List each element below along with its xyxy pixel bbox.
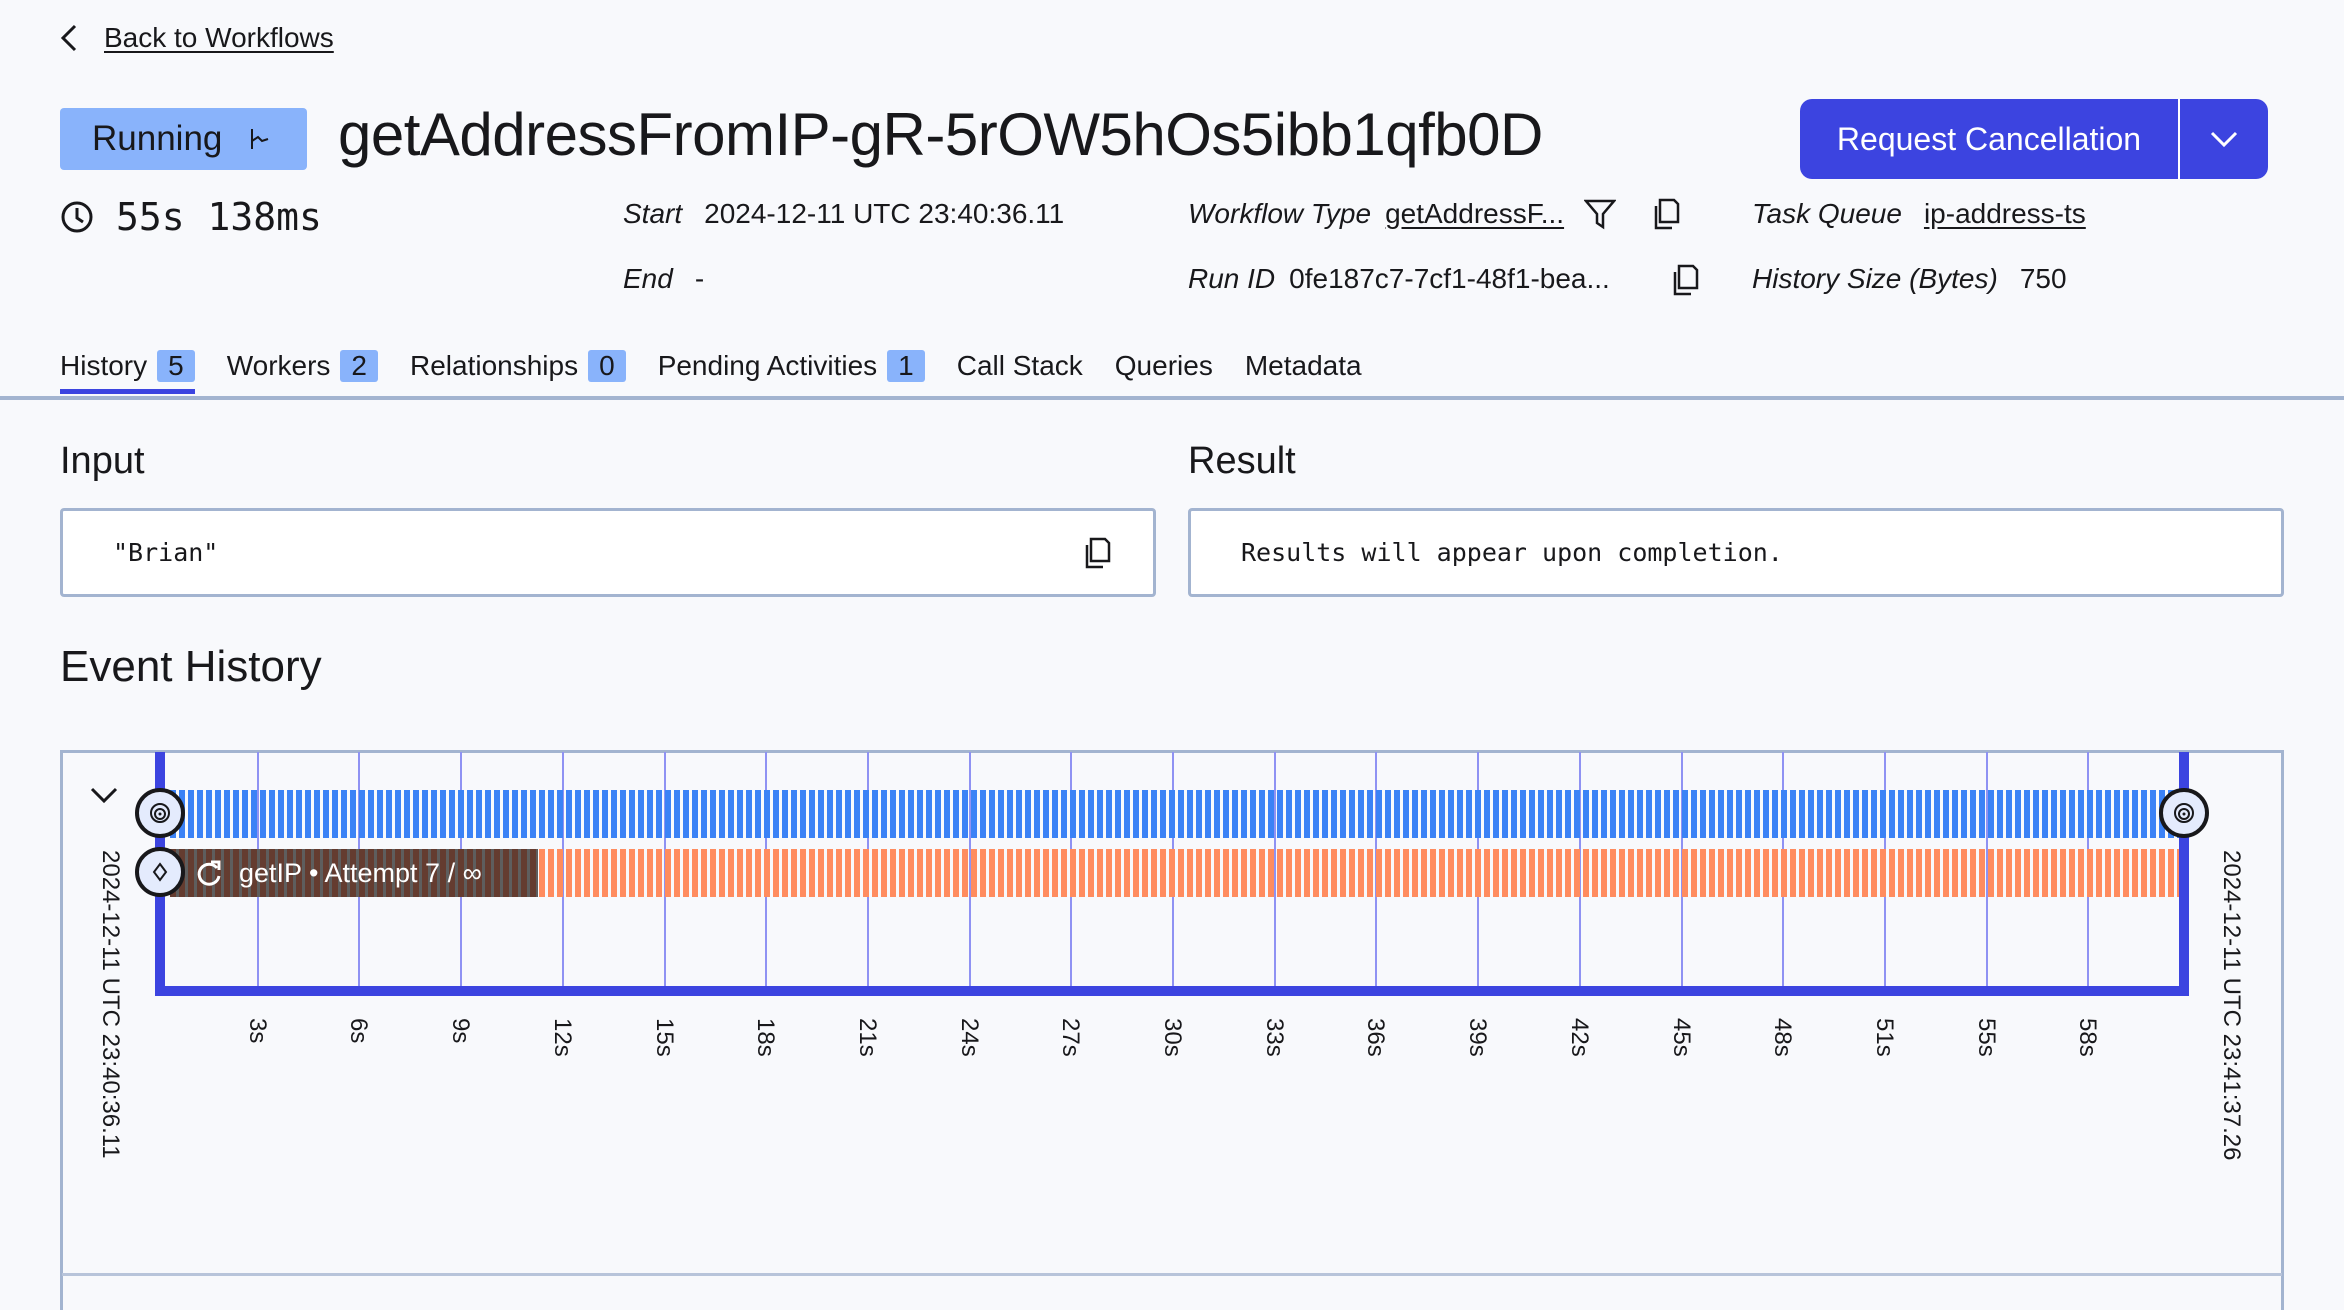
tab-count: 0	[588, 350, 626, 382]
tick-label: 42s	[1566, 1018, 1593, 1057]
tick-label: 45s	[1668, 1018, 1695, 1057]
tick-label: 24s	[956, 1018, 983, 1057]
run-id-value: 0fe187c7-7cf1-48f1-bea...	[1289, 263, 1610, 294]
workflow-type-link[interactable]: getAddressF...	[1385, 198, 1565, 229]
task-queue-field: Task Queue ip-address-ts	[1752, 198, 2086, 230]
tab-count: 5	[157, 350, 195, 382]
history-size-value: 750	[2019, 263, 2067, 294]
back-to-workflows-link[interactable]: Back to Workflows	[60, 22, 334, 54]
activity-node[interactable]	[135, 847, 185, 897]
start-label: Start	[623, 198, 683, 229]
collapse-chevron-icon[interactable]	[90, 786, 118, 804]
history-size-field: History Size (Bytes) 750	[1752, 263, 2067, 295]
run-id-label: Run ID	[1188, 263, 1276, 294]
tab-label: Call Stack	[956, 350, 1083, 381]
tick-label: 36s	[1362, 1018, 1389, 1057]
input-heading: Input	[60, 440, 145, 482]
result-heading: Result	[1188, 440, 1296, 482]
workflow-id-title: getAddressFromIP-gR-5rOW5hOs5ibb1qfb0D	[338, 101, 1543, 168]
tab-workers[interactable]: Workers 2	[227, 346, 378, 386]
result-box: Results will appear upon completion.	[1188, 508, 2284, 597]
tab-label: Pending Activities	[657, 350, 878, 381]
clock-icon	[61, 201, 93, 233]
tick-label: 6s	[345, 1018, 372, 1044]
tab-count: 1	[887, 350, 925, 382]
history-size-label: History Size (Bytes)	[1752, 263, 1998, 294]
tabs-divider	[0, 396, 2344, 400]
end-field: End -	[623, 263, 704, 295]
workflow-end-node[interactable]	[2159, 788, 2209, 838]
duration: 55s 138ms	[60, 195, 322, 239]
tab-queries[interactable]: Queries	[1115, 346, 1213, 386]
end-label: End	[623, 263, 673, 294]
tick-label: 15s	[651, 1018, 678, 1057]
tick-label: 9s	[447, 1018, 474, 1044]
workflow-timeline-bar[interactable]	[170, 790, 2180, 838]
input-value: "Brian"	[113, 538, 219, 567]
tick-label: 58s	[2074, 1018, 2101, 1057]
tick-label: 51s	[1871, 1018, 1898, 1057]
timeline-end-date: 2024-12-11 UTC 23:41:37.26	[2218, 850, 2245, 1161]
actions-dropdown-button[interactable]	[2180, 99, 2268, 179]
tab-label: Relationships	[410, 350, 579, 381]
tick-label: 55s	[1973, 1018, 2000, 1057]
tick-label: 48s	[1769, 1018, 1796, 1057]
request-cancellation-split-button: Request Cancellation	[1800, 99, 2268, 179]
input-box: "Brian"	[60, 508, 1156, 597]
task-queue-label: Task Queue	[1752, 198, 1902, 229]
run-id-field: Run ID 0fe187c7-7cf1-48f1-bea...	[1188, 263, 1610, 295]
back-link-label: Back to Workflows	[104, 22, 334, 53]
timeline-axis-bottom	[155, 986, 2189, 996]
duration-value: 55s 138ms	[116, 195, 322, 239]
tick-label: 18s	[752, 1018, 779, 1057]
workflow-type-label: Workflow Type	[1188, 198, 1372, 229]
copy-run-id-icon[interactable]	[1671, 264, 1699, 296]
event-history-heading: Event History	[60, 642, 322, 691]
tick-label: 3s	[244, 1018, 271, 1044]
retry-icon	[197, 860, 221, 886]
tick-label: 39s	[1464, 1018, 1491, 1057]
copy-input-icon[interactable]	[1083, 537, 1111, 569]
status-label: Running	[92, 119, 223, 158]
result-value: Results will appear upon completion.	[1241, 538, 1783, 567]
timeline-panel	[60, 750, 2284, 1310]
tick-label: 27s	[1057, 1018, 1084, 1057]
tab-call-stack[interactable]: Call Stack	[957, 346, 1083, 386]
tab-bar: History 5 Workers 2 Relationships 0 Pending…	[60, 346, 1362, 394]
tab-relationships[interactable]: Relationships 0	[410, 346, 626, 386]
chevron-left-icon	[60, 24, 77, 52]
tab-label: Workers	[226, 350, 331, 381]
filter-icon[interactable]	[1584, 198, 1617, 230]
task-queue-link[interactable]: ip-address-ts	[1923, 198, 2086, 229]
tick-label: 30s	[1159, 1018, 1186, 1057]
tab-label: Metadata	[1244, 350, 1362, 381]
activity-timeline-bar[interactable]: getIP • Attempt 7 / ∞	[170, 849, 538, 897]
timeline-divider	[62, 1273, 2282, 1276]
workflow-icon	[2174, 803, 2194, 823]
request-cancellation-button[interactable]: Request Cancellation	[1800, 99, 2180, 179]
tab-label: History	[60, 350, 148, 381]
copy-icon[interactable]	[1652, 198, 1680, 230]
status-badge: Running	[60, 108, 307, 170]
tab-pending-activities[interactable]: Pending Activities 1	[658, 346, 925, 386]
tick-label: 12s	[549, 1018, 576, 1057]
end-value: -	[694, 263, 705, 294]
tab-count: 2	[340, 350, 378, 382]
tick-label: 33s	[1261, 1018, 1288, 1057]
workflow-type-field: Workflow Type getAddressF...	[1188, 198, 1680, 230]
tab-history[interactable]: History 5	[60, 346, 195, 394]
timeline-axis-right	[2179, 752, 2189, 996]
timeline-start-date: 2024-12-11 UTC 23:40:36.11	[97, 850, 124, 1159]
tab-metadata[interactable]: Metadata	[1245, 346, 1362, 386]
chevron-down-icon	[2210, 131, 2238, 148]
tab-label: Queries	[1114, 350, 1213, 381]
tick-label: 21s	[854, 1018, 881, 1057]
workflow-icon	[150, 803, 170, 823]
activity-label: getIP • Attempt 7 / ∞	[239, 857, 482, 888]
start-value: 2024-12-11 UTC 23:40:36.11	[704, 198, 1065, 229]
workflow-start-node[interactable]	[135, 788, 185, 838]
running-icon	[251, 129, 269, 149]
start-field: Start 2024-12-11 UTC 23:40:36.11	[623, 198, 1064, 230]
diamond-icon	[152, 862, 168, 882]
